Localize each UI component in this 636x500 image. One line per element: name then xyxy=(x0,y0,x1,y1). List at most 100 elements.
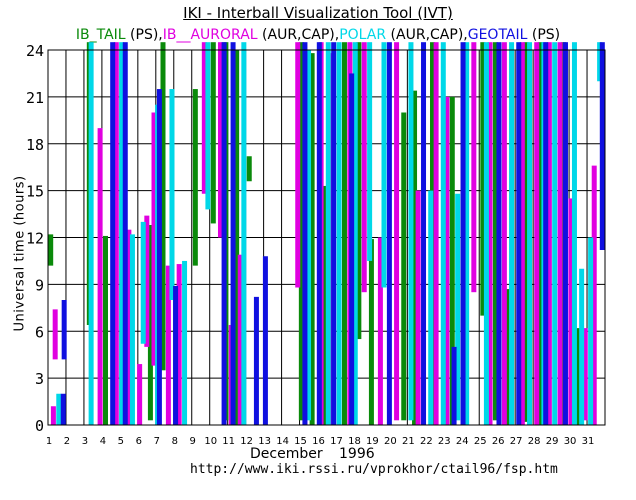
bar-ib-auroral xyxy=(519,42,525,425)
x-tick-label: 11 xyxy=(222,436,235,447)
bar-ib-auroral xyxy=(126,229,132,425)
bar-geotail xyxy=(331,42,337,425)
legend-entry-5: (AUR,CAP), xyxy=(386,27,468,43)
bar-ib-tail xyxy=(412,90,418,425)
x-tick-label: 25 xyxy=(474,436,487,447)
x-tick-label: 6 xyxy=(136,436,142,447)
bar-ib-auroral xyxy=(151,112,157,366)
x-tick-label: 10 xyxy=(204,436,217,447)
bar-polar xyxy=(381,42,387,288)
bar-ib-tail xyxy=(102,235,108,425)
x-tick-label: 16 xyxy=(312,436,325,447)
bar-polar xyxy=(352,42,358,425)
bar-ib-auroral xyxy=(394,42,400,421)
x-tick-label: 24 xyxy=(456,436,469,447)
x-tick-label: 8 xyxy=(172,436,178,447)
x-tick-label: 26 xyxy=(492,436,505,447)
bar-polar xyxy=(306,50,312,421)
bar-ib-tail xyxy=(192,89,198,266)
x-tick-label: 29 xyxy=(546,436,559,447)
bar-ib-auroral xyxy=(52,309,58,360)
x-tick-label: 31 xyxy=(582,436,595,447)
bar-polar xyxy=(408,42,414,421)
x-tick-label: 28 xyxy=(528,436,541,447)
bar-ib-auroral xyxy=(165,265,171,425)
legend-entry-1: (PS), xyxy=(125,27,163,43)
bar-ib-tail xyxy=(449,96,455,425)
bar-geotail xyxy=(496,42,502,425)
bar-geotail xyxy=(543,42,549,425)
y-tick-label: 9 xyxy=(35,276,44,294)
bar-polar xyxy=(367,42,373,261)
bar-polar xyxy=(182,260,188,425)
bar-ib-tail xyxy=(575,328,581,425)
legend-entry-6: GEOTAIL xyxy=(467,27,528,43)
bar-geotail xyxy=(460,42,466,425)
bar-geotail xyxy=(156,89,162,425)
bar-ib-auroral xyxy=(50,406,56,425)
bar-ib-tail xyxy=(210,42,216,224)
x-tick-label: 7 xyxy=(154,436,160,447)
y-tick-label: 24 xyxy=(26,42,44,60)
chart-legend: IB_TAIL (PS),IB__AURORAL (AUR,CAP),POLAR… xyxy=(0,27,636,43)
bar-polar xyxy=(325,42,331,425)
bar-geotail xyxy=(302,42,308,425)
x-tick-label: 5 xyxy=(118,436,124,447)
bar-ib-auroral xyxy=(471,42,477,293)
bar-polar xyxy=(597,42,603,82)
x-tick-label: 15 xyxy=(294,436,307,447)
bar-ib-auroral xyxy=(137,364,143,425)
bar-ib-tail xyxy=(401,112,407,421)
bar-polar xyxy=(464,42,470,425)
bar-geotail xyxy=(221,42,227,425)
bar-ib-auroral xyxy=(361,42,367,293)
bar-ib-auroral xyxy=(415,190,421,425)
legend-entry-4: POLAR xyxy=(339,27,387,43)
x-tick-label: 18 xyxy=(348,436,361,447)
x-tick-label: 20 xyxy=(384,436,397,447)
bar-polar xyxy=(119,42,125,425)
bar-geotail xyxy=(262,256,268,425)
bar-ib-auroral xyxy=(433,42,439,425)
bar-ib-tail xyxy=(246,156,252,182)
bar-ib-auroral xyxy=(295,42,301,288)
bar-geotail xyxy=(562,42,568,425)
bar-geotail xyxy=(230,42,236,425)
bar-ib-auroral xyxy=(201,42,207,194)
bar-polar xyxy=(336,42,342,425)
x-tick-label: 2 xyxy=(64,436,70,447)
x-tick-label: 23 xyxy=(438,436,451,447)
bar-polar xyxy=(88,42,94,425)
x-tick-label: 21 xyxy=(402,436,415,447)
legend-entry-3: (AUR,CAP), xyxy=(257,27,340,43)
bar-polar xyxy=(129,234,135,425)
y-tick-label: 12 xyxy=(26,230,44,248)
bar-ib-auroral xyxy=(113,42,119,425)
bar-geotail xyxy=(349,73,355,425)
bar-ib-auroral xyxy=(487,42,493,425)
bar-ib-auroral xyxy=(582,328,588,421)
bar-ib-auroral xyxy=(444,96,450,425)
x-tick-label: 22 xyxy=(420,436,433,447)
bar-geotail xyxy=(110,42,116,425)
bar-ib-tail xyxy=(492,42,498,421)
bar-ib-tail xyxy=(48,234,54,266)
bar-ib-tail xyxy=(480,42,486,316)
y-tick-label: 0 xyxy=(35,417,44,435)
bar-polar xyxy=(205,42,211,210)
bar-geotail xyxy=(386,42,392,425)
bar-ib-tail xyxy=(368,239,374,425)
x-axis-year-label: 1996 xyxy=(339,446,375,462)
bar-geotail xyxy=(173,285,179,425)
bar-polar xyxy=(571,42,577,425)
bar-geotail xyxy=(451,346,457,425)
bar-ib-tail xyxy=(147,225,153,421)
bar-geotail xyxy=(599,42,605,250)
bar-polar xyxy=(169,89,175,300)
bar-geotail xyxy=(61,300,67,360)
bar-ib-auroral xyxy=(144,215,150,347)
plot-frame xyxy=(47,49,606,426)
bar-polar xyxy=(455,193,461,421)
bar-ib-auroral xyxy=(534,42,540,425)
